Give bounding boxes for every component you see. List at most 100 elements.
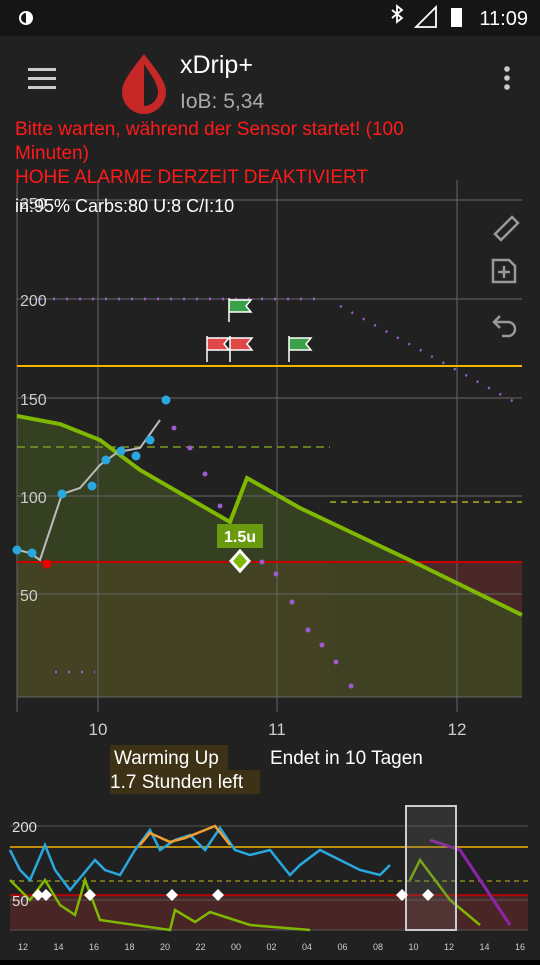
dot: [101, 455, 111, 465]
marker: [212, 889, 224, 901]
marker: [166, 889, 178, 901]
dot: [202, 471, 208, 477]
ends-text: Endet in 10 Tagen: [270, 748, 423, 769]
preview-iob: [9, 857, 481, 932]
battery-icon: [451, 8, 462, 27]
flags: [206, 298, 313, 362]
alarm-text: HOHE ALARME DERZEIT DEAKTIVIERT: [15, 167, 368, 188]
prediction-dots: [171, 425, 354, 689]
preview-x-labels: 12 14 16 18 20 22 00 02 04 06 08 10 12 14 16: [18, 942, 525, 952]
preview-x-label: 02: [266, 942, 276, 952]
preview-x-label: 04: [302, 942, 312, 952]
preview-x-label: 16: [89, 942, 99, 952]
preview-x-label: 12: [444, 942, 454, 952]
iob-line: [16, 414, 523, 617]
preview-treatments: [32, 889, 434, 901]
dot: [27, 548, 37, 558]
viewport[interactable]: [405, 805, 457, 931]
preview-x-label: 10: [408, 942, 418, 952]
dot: [12, 545, 22, 555]
x-tick-label: 10: [89, 720, 108, 739]
dot: [273, 571, 279, 577]
treatment-label: 1.5u: [224, 529, 256, 546]
dot: [217, 503, 223, 509]
preview-prediction: [429, 838, 512, 926]
y-tick-label: 250: [20, 196, 47, 213]
y-tick-label: 150: [20, 392, 47, 409]
dot: [504, 66, 510, 72]
pen-icon[interactable]: [493, 215, 520, 242]
main-chart: 1.5u 250 200 150 100 50 10 11 12: [12, 180, 523, 739]
calibration-dot: [42, 559, 52, 569]
dot: [305, 627, 311, 633]
flag: [229, 336, 254, 362]
treatment-box: [217, 524, 263, 548]
preview-x-label: 18: [124, 942, 134, 952]
x-tick-label: 12: [448, 720, 467, 739]
preview-y-label: 200: [12, 819, 37, 836]
preview-x-label: 12: [18, 942, 28, 952]
preview-x-label: 22: [195, 942, 205, 952]
menu-line: [28, 77, 56, 80]
add-note-icon[interactable]: [491, 258, 517, 284]
signal-icon: [413, 4, 437, 28]
marker: [84, 889, 96, 901]
left-text: 1.7 Stunden left: [110, 772, 244, 793]
marker: [422, 889, 434, 901]
preview-y-label: 50: [12, 893, 29, 910]
preview-high-glucose: [139, 824, 231, 846]
dot: [145, 435, 155, 445]
grid: [16, 180, 522, 712]
clock: 11:09: [479, 8, 528, 30]
x-tick-labels: 10 11 12: [89, 720, 467, 739]
marker: [396, 889, 408, 901]
toolbar-icons: [491, 215, 520, 338]
status-box: [110, 770, 260, 794]
y-tick-label: 50: [20, 588, 38, 605]
info-text: in:95% Carbs:80 U:8 C/I:10: [15, 196, 234, 216]
raw-line: [17, 419, 161, 562]
preview-chart: 200 50 12 14 16 18 20 22 00 02 04 06 08 10 12 14 16: [8, 805, 528, 952]
preview-x-label: 14: [53, 942, 63, 952]
dot: [171, 425, 177, 431]
dot: [319, 642, 325, 648]
bluetooth-icon: [391, 4, 404, 24]
menu-line: [28, 68, 56, 71]
dot: [57, 489, 67, 499]
status-icon: [26, 12, 32, 24]
y-tick-label: 100: [20, 490, 47, 507]
preview-x-label: 20: [160, 942, 170, 952]
overflow-menu[interactable]: [504, 66, 510, 90]
status-bar: [0, 0, 540, 36]
prediction-line: [40, 297, 521, 674]
preview-x-label: 06: [337, 942, 347, 952]
warning-text: Bitte warten, während der Sensor startet…: [15, 119, 404, 140]
menu-line: [28, 86, 56, 89]
dot: [348, 683, 354, 689]
dot: [504, 84, 510, 90]
preview-x-label: 14: [479, 942, 489, 952]
glucose-dots: [12, 395, 171, 558]
flag: [288, 336, 313, 362]
treatment-marker: [228, 548, 252, 574]
undo-icon[interactable]: [492, 315, 517, 338]
preview-x-label: 00: [231, 942, 241, 952]
y-tick-labels: 250 200 150 100 50: [20, 196, 47, 605]
iob-label: IoB: 5,34: [180, 90, 264, 113]
preview-x-label: 08: [373, 942, 383, 952]
dot: [131, 451, 141, 461]
warning-text: Minuten): [15, 143, 89, 164]
app-bar: [0, 36, 540, 120]
menu-button[interactable]: [28, 68, 56, 89]
dot: [187, 445, 193, 451]
x-tick-label: 11: [268, 720, 286, 739]
app-logo: [144, 64, 158, 106]
dot: [259, 559, 265, 565]
status-box: [110, 745, 228, 770]
dot: [333, 659, 339, 665]
warming-text: Warming Up: [114, 748, 219, 769]
marker: [40, 889, 52, 901]
flag: [206, 336, 231, 362]
